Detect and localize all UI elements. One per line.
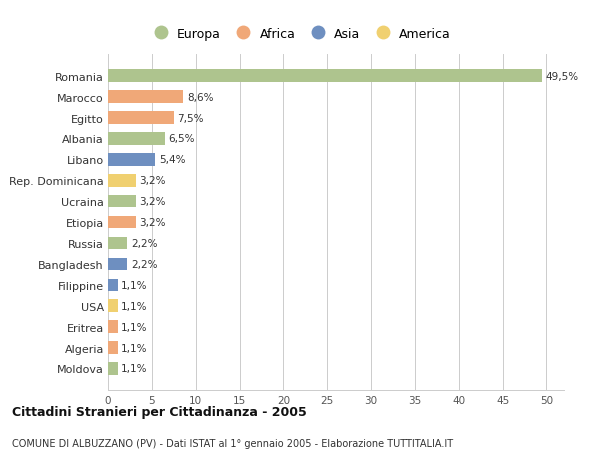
Text: 2,2%: 2,2% [131,259,157,269]
Text: Cittadini Stranieri per Cittadinanza - 2005: Cittadini Stranieri per Cittadinanza - 2… [12,405,307,419]
Bar [108,154,155,166]
Text: 3,2%: 3,2% [140,197,166,207]
Legend: Europa, Africa, Asia, America: Europa, Africa, Asia, America [143,23,456,46]
Text: 8,6%: 8,6% [187,92,214,102]
Text: 1,1%: 1,1% [121,364,148,374]
Text: 1,1%: 1,1% [121,280,148,290]
Text: COMUNE DI ALBUZZANO (PV) - Dati ISTAT al 1° gennaio 2005 - Elaborazione TUTTITAL: COMUNE DI ALBUZZANO (PV) - Dati ISTAT al… [12,438,453,448]
Text: 5,4%: 5,4% [159,155,185,165]
Bar [108,279,118,291]
Bar [108,174,136,187]
Bar [108,321,118,333]
Text: 1,1%: 1,1% [121,343,148,353]
Bar [108,196,136,208]
Text: 49,5%: 49,5% [545,72,579,82]
Text: 2,2%: 2,2% [131,239,157,248]
Text: 6,5%: 6,5% [169,134,195,144]
Bar [108,91,184,104]
Bar [108,237,127,250]
Text: 7,5%: 7,5% [177,113,204,123]
Bar [108,112,174,124]
Text: 1,1%: 1,1% [121,301,148,311]
Bar [108,300,118,312]
Bar [108,133,165,146]
Text: 3,2%: 3,2% [140,218,166,228]
Bar [108,216,136,229]
Bar [108,258,127,271]
Bar [108,70,542,83]
Bar [108,341,118,354]
Text: 3,2%: 3,2% [140,176,166,186]
Text: 1,1%: 1,1% [121,322,148,332]
Bar [108,363,118,375]
